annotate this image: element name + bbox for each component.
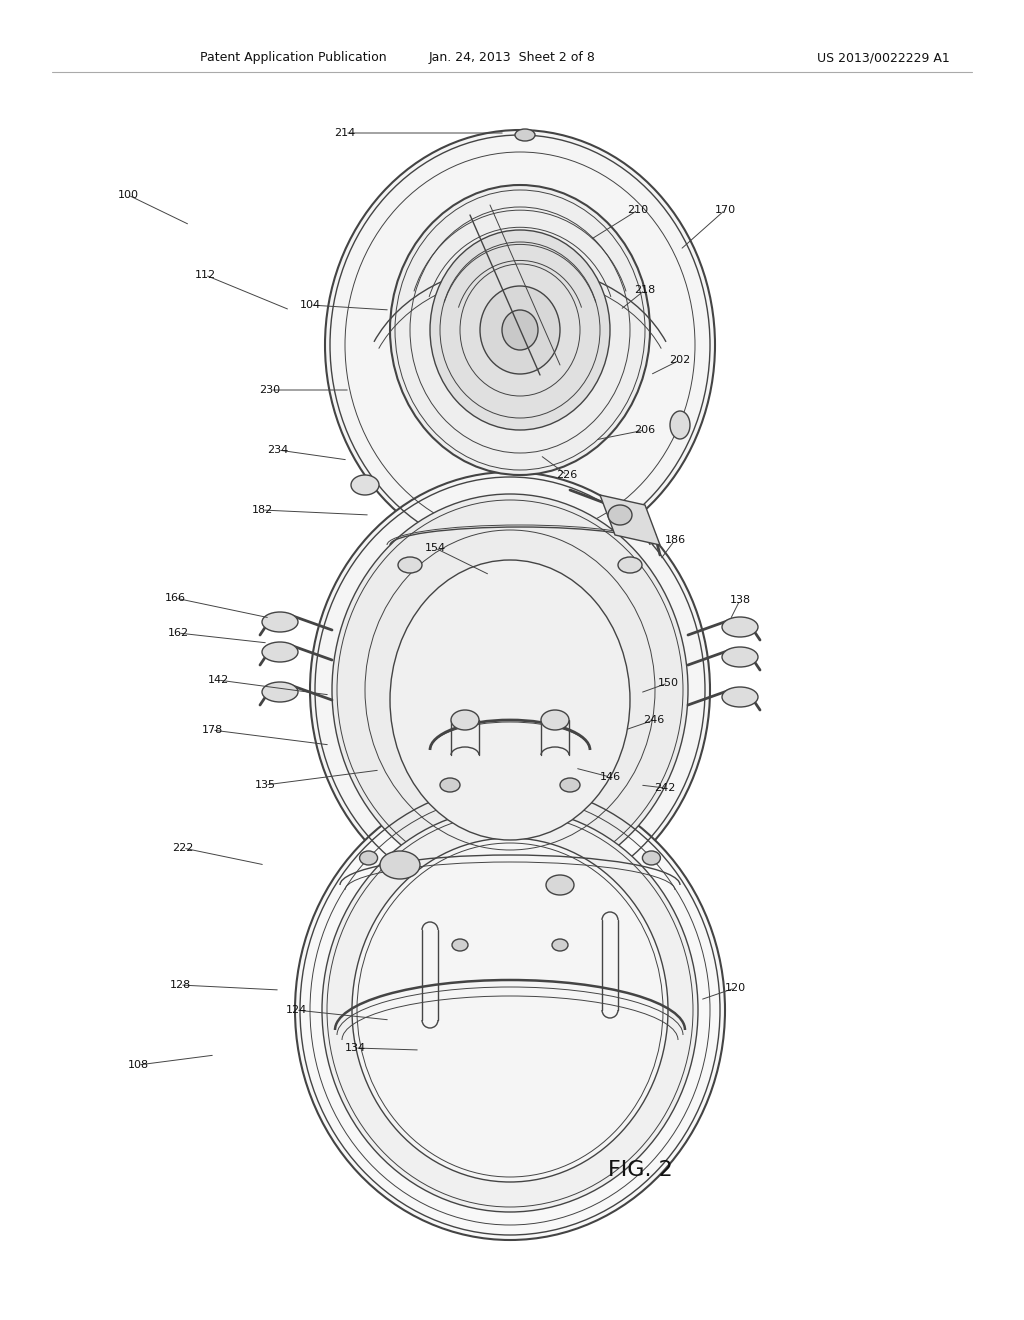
Ellipse shape <box>262 612 298 632</box>
Text: 182: 182 <box>251 506 272 515</box>
Text: US 2013/0022229 A1: US 2013/0022229 A1 <box>817 51 950 65</box>
Ellipse shape <box>332 494 688 886</box>
Text: 154: 154 <box>424 543 445 553</box>
Ellipse shape <box>325 129 715 560</box>
Text: 206: 206 <box>635 425 655 436</box>
Text: 142: 142 <box>208 675 228 685</box>
Text: 218: 218 <box>635 285 655 294</box>
Ellipse shape <box>430 230 610 430</box>
Text: Jan. 24, 2013  Sheet 2 of 8: Jan. 24, 2013 Sheet 2 of 8 <box>429 51 595 65</box>
Text: 138: 138 <box>729 595 751 605</box>
Text: FIG. 2: FIG. 2 <box>607 1160 673 1180</box>
Ellipse shape <box>390 185 650 475</box>
Ellipse shape <box>351 475 379 495</box>
Ellipse shape <box>515 129 535 141</box>
Ellipse shape <box>452 939 468 950</box>
Ellipse shape <box>552 939 568 950</box>
Ellipse shape <box>451 710 479 730</box>
Text: 104: 104 <box>299 300 321 310</box>
Ellipse shape <box>359 851 378 865</box>
Text: 150: 150 <box>657 678 679 688</box>
Text: 135: 135 <box>255 780 275 789</box>
Text: 100: 100 <box>118 190 138 201</box>
Ellipse shape <box>541 710 569 730</box>
Ellipse shape <box>546 875 574 895</box>
Ellipse shape <box>390 560 630 840</box>
Text: 170: 170 <box>715 205 735 215</box>
Ellipse shape <box>295 780 725 1239</box>
Ellipse shape <box>262 642 298 663</box>
Text: 134: 134 <box>344 1043 366 1053</box>
Ellipse shape <box>608 506 632 525</box>
Text: 124: 124 <box>286 1005 306 1015</box>
Ellipse shape <box>618 557 642 573</box>
Text: 214: 214 <box>335 128 355 139</box>
Ellipse shape <box>380 851 420 879</box>
Text: 166: 166 <box>165 593 185 603</box>
Ellipse shape <box>310 473 710 908</box>
Ellipse shape <box>480 286 560 374</box>
Text: 230: 230 <box>259 385 281 395</box>
Text: 162: 162 <box>168 628 188 638</box>
Polygon shape <box>600 495 660 545</box>
Ellipse shape <box>670 411 690 440</box>
Text: 226: 226 <box>556 470 578 480</box>
Text: 178: 178 <box>202 725 222 735</box>
Ellipse shape <box>560 777 580 792</box>
Text: 246: 246 <box>643 715 665 725</box>
Ellipse shape <box>352 838 668 1181</box>
Text: 186: 186 <box>665 535 685 545</box>
Ellipse shape <box>722 647 758 667</box>
Text: 222: 222 <box>172 843 194 853</box>
Text: 202: 202 <box>670 355 690 366</box>
Ellipse shape <box>440 777 460 792</box>
Text: 120: 120 <box>724 983 745 993</box>
Text: 128: 128 <box>169 979 190 990</box>
Ellipse shape <box>502 310 538 350</box>
Text: 146: 146 <box>599 772 621 781</box>
Text: 234: 234 <box>267 445 289 455</box>
Ellipse shape <box>722 616 758 638</box>
Text: Patent Application Publication: Patent Application Publication <box>200 51 387 65</box>
Ellipse shape <box>642 851 660 865</box>
Ellipse shape <box>322 808 698 1212</box>
Text: 242: 242 <box>654 783 676 793</box>
Text: 108: 108 <box>127 1060 148 1071</box>
Ellipse shape <box>722 686 758 708</box>
Ellipse shape <box>398 557 422 573</box>
Text: 210: 210 <box>628 205 648 215</box>
Text: 112: 112 <box>195 271 216 280</box>
Ellipse shape <box>262 682 298 702</box>
